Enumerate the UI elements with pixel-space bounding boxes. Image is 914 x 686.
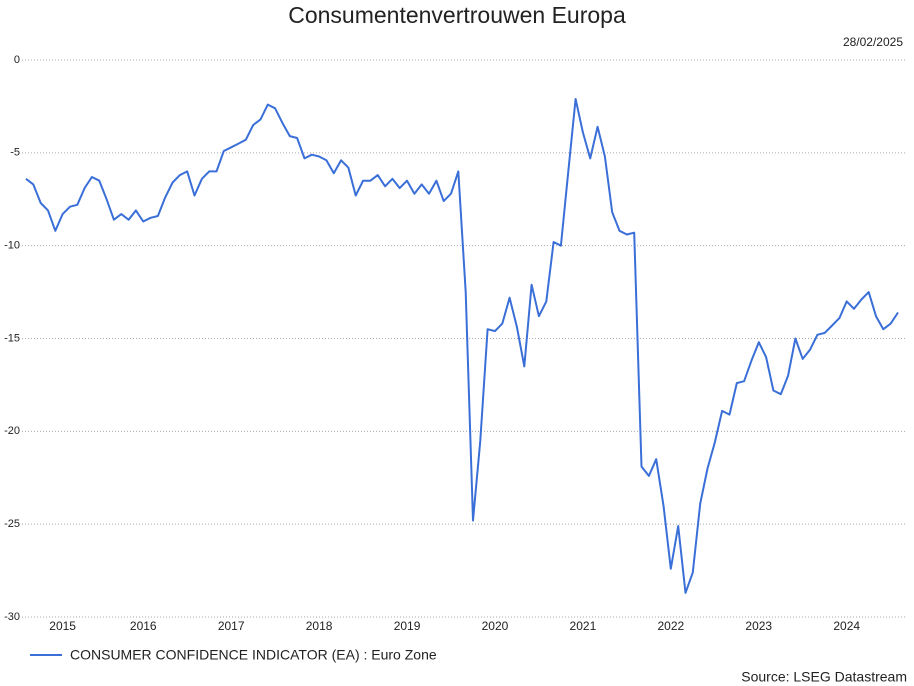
y-tick-label: -20 — [4, 425, 20, 437]
y-tick-label: -10 — [4, 240, 20, 252]
y-tick-label: -30 — [4, 611, 20, 623]
x-tick-label: 2023 — [745, 619, 772, 633]
x-tick-label: 2021 — [570, 619, 597, 633]
x-tick-label: 2016 — [130, 619, 157, 633]
x-tick-label: 2022 — [657, 619, 684, 633]
x-tick-label: 2019 — [394, 619, 421, 633]
x-tick-label: 2024 — [833, 619, 860, 633]
date: 28/02/2025 — [843, 35, 903, 49]
source: Source: LSEG Datastream — [741, 669, 907, 685]
x-tick-label: 2020 — [482, 619, 509, 633]
x-tick-label: 2017 — [218, 619, 245, 633]
legend-label: CONSUMER CONFIDENCE INDICATOR (EA) : Eur… — [70, 647, 437, 663]
chart-title: Consumentenvertrouwen Europa — [288, 2, 626, 28]
y-tick-label: 0 — [14, 54, 20, 66]
y-tick-label: -15 — [4, 332, 20, 344]
y-tick-label: -25 — [4, 518, 20, 530]
x-tick-label: 2018 — [306, 619, 333, 633]
x-tick-label: 2015 — [49, 619, 76, 633]
y-tick-label: -5 — [10, 147, 20, 159]
series-line — [25, 98, 899, 594]
